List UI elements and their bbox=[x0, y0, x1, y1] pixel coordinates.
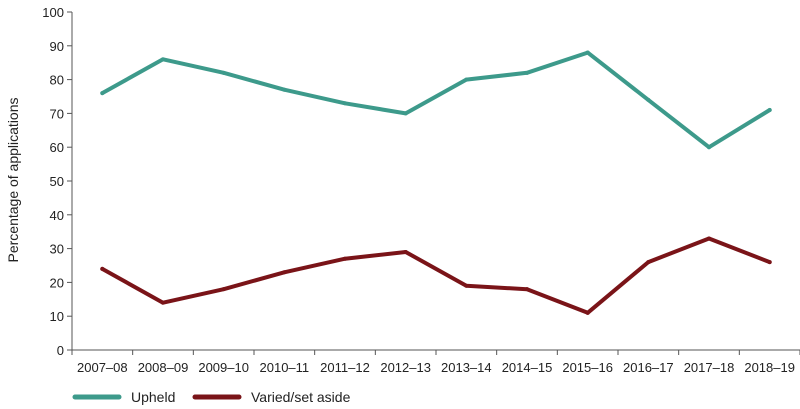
y-axis-title: Percentage of applications bbox=[5, 98, 21, 263]
y-tick-label: 0 bbox=[57, 343, 64, 358]
legend-label: Varied/set aside bbox=[251, 389, 351, 405]
data-point bbox=[525, 287, 529, 292]
data-point bbox=[161, 57, 165, 62]
x-tick-label: 2013–14 bbox=[441, 360, 492, 375]
x-tick-label: 2009–10 bbox=[198, 360, 249, 375]
data-point bbox=[221, 70, 226, 75]
data-point bbox=[100, 91, 105, 96]
x-tick-label: 2010–11 bbox=[260, 360, 310, 375]
x-tick-label: 2015–16 bbox=[562, 360, 613, 375]
axes bbox=[67, 11, 800, 355]
data-point bbox=[646, 260, 651, 265]
data-point bbox=[221, 287, 226, 292]
data-point bbox=[707, 145, 711, 150]
data-point bbox=[161, 300, 165, 305]
data-point bbox=[282, 270, 287, 275]
data-point bbox=[403, 249, 408, 254]
series-lines bbox=[100, 50, 772, 315]
y-tick-label: 60 bbox=[50, 140, 64, 155]
data-point bbox=[100, 266, 105, 271]
data-point bbox=[585, 310, 590, 315]
data-point bbox=[767, 108, 772, 113]
data-point bbox=[343, 256, 347, 261]
y-tick-label: 20 bbox=[50, 275, 64, 290]
x-tick-label: 2007–08 bbox=[77, 360, 128, 375]
x-tick-label: 2014–15 bbox=[502, 360, 553, 375]
legend-label: Upheld bbox=[131, 389, 175, 405]
data-point bbox=[767, 260, 772, 265]
series-line-upheld bbox=[100, 50, 772, 150]
data-point bbox=[585, 50, 590, 55]
data-point bbox=[646, 97, 651, 102]
y-tick-label: 10 bbox=[50, 309, 64, 324]
x-tick-label: 2018–19 bbox=[744, 360, 795, 375]
y-tick-label: 30 bbox=[50, 242, 64, 257]
x-tick-labels: 2007–08 2008–09 2009–10 2010–11 2011–12 2012–… bbox=[77, 360, 795, 375]
y-tick-label: 70 bbox=[50, 106, 64, 121]
data-point bbox=[707, 236, 711, 241]
y-tick-labels: 0 10 20 30 40 50 60 70 80 90 100 bbox=[42, 5, 64, 358]
series-line-varied-set-aside bbox=[100, 236, 772, 315]
y-tick-label: 50 bbox=[50, 174, 64, 189]
x-tick-label: 2017–18 bbox=[684, 360, 735, 375]
data-point bbox=[464, 283, 469, 288]
y-tick-label: 80 bbox=[50, 73, 64, 88]
data-point bbox=[403, 111, 408, 116]
data-point bbox=[343, 101, 347, 106]
data-point bbox=[464, 77, 469, 82]
y-tick-label: 90 bbox=[50, 39, 64, 54]
legend: Upheld Varied/set aside bbox=[72, 389, 351, 405]
y-tick-label: 40 bbox=[50, 208, 64, 223]
y-tick-label: 100 bbox=[42, 5, 64, 20]
data-point bbox=[282, 87, 287, 92]
x-tick-label: 2008–09 bbox=[138, 360, 189, 375]
x-tick-label: 2012–13 bbox=[380, 360, 431, 375]
x-tick-label: 2011–12 bbox=[320, 360, 370, 375]
x-tick-label: 2016–17 bbox=[623, 360, 674, 375]
data-point bbox=[525, 70, 529, 75]
